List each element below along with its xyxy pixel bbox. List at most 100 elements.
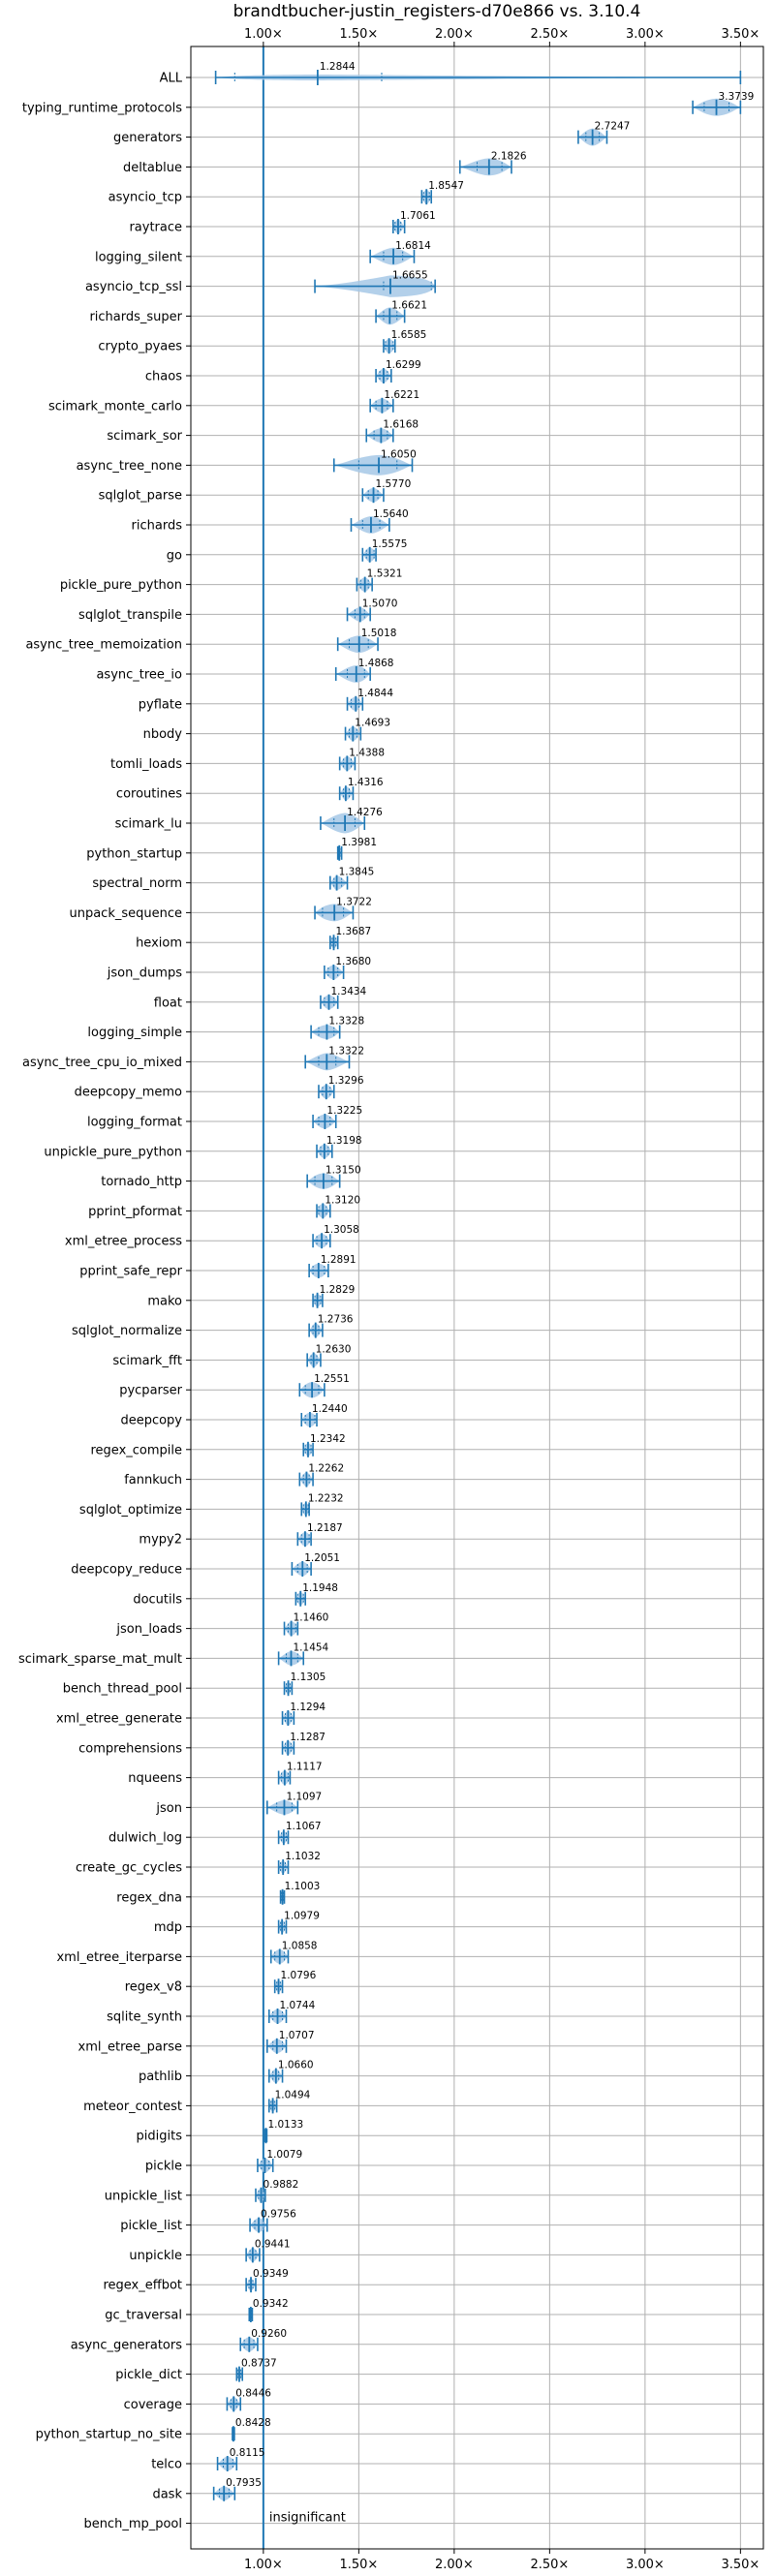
median-value-label: 1.1305 xyxy=(291,1671,326,1683)
category-label: meteor_contest xyxy=(83,2100,182,2114)
violin-group xyxy=(239,2336,259,2352)
category-label: regex_compile xyxy=(90,1443,182,1457)
category-label: coroutines xyxy=(116,787,182,802)
median-value-label: 1.1067 xyxy=(286,1821,322,1832)
median-value-label: 1.1003 xyxy=(285,1881,321,1892)
x-tick-label-top: 3.50× xyxy=(721,27,760,42)
category-label: pickle_list xyxy=(120,2219,182,2233)
category-label: raytrace xyxy=(129,221,182,235)
violin-group xyxy=(277,1650,305,1667)
violin-group xyxy=(369,397,394,414)
violin-group xyxy=(314,904,355,922)
category-label: mako xyxy=(147,1294,182,1308)
x-tick-label-bottom: 3.00× xyxy=(626,2558,665,2572)
category-label: pycparser xyxy=(119,1384,182,1398)
category-label: xml_etree_iterparse xyxy=(56,1950,182,1965)
category-label: ALL xyxy=(160,72,183,86)
category-label: hexiom xyxy=(136,936,182,951)
category-label: json xyxy=(155,1801,182,1816)
category-label: logging_simple xyxy=(87,1026,182,1040)
median-value-label: 1.2342 xyxy=(310,1433,346,1445)
category-label: async_tree_memoization xyxy=(25,638,182,653)
violin-group xyxy=(329,874,349,891)
category-label: scimark_fft xyxy=(112,1354,182,1368)
violin-group xyxy=(308,1263,329,1278)
violin-group xyxy=(383,338,396,354)
median-value-label: 1.1294 xyxy=(290,1702,326,1713)
category-label: unpack_sequence xyxy=(69,906,182,921)
violin-group xyxy=(226,2396,242,2412)
violin-group xyxy=(356,576,373,593)
category-label: async_tree_io xyxy=(96,668,182,683)
violin-group xyxy=(281,1739,295,1756)
category-label: generators xyxy=(113,131,182,145)
violin-group xyxy=(577,128,608,146)
violin-group xyxy=(310,1024,341,1040)
median-value-label: 1.5070 xyxy=(362,598,398,609)
category-label: pickle_pure_python xyxy=(60,578,182,593)
violin-group xyxy=(279,1888,286,1905)
x-tick-label-top: 1.00× xyxy=(244,27,283,42)
category-label: sqlite_synth xyxy=(107,2010,182,2025)
median-value-label: 1.5321 xyxy=(367,568,403,580)
category-label: spectral_norm xyxy=(92,876,182,891)
median-value-label: 1.2891 xyxy=(321,1254,356,1266)
median-value-label: 1.6621 xyxy=(391,299,427,311)
violins xyxy=(212,70,742,2501)
category-label: pickle_dict xyxy=(115,2368,182,2382)
category-label: xml_etree_process xyxy=(65,1235,182,1249)
violin-group xyxy=(294,1590,307,1607)
median-value-label: 1.0660 xyxy=(278,2060,314,2071)
median-value-label: 1.6299 xyxy=(386,359,421,371)
category-label: chaos xyxy=(145,370,182,384)
category-label: fannkuch xyxy=(124,1473,182,1487)
category-label: docutils xyxy=(133,1592,182,1607)
violin-group xyxy=(283,1620,299,1637)
x-axis-ticks: 1.00× 1.00× 1.50× 1.50× 2.00× 2.00× 2.50× 2.50×… xyxy=(244,27,760,2572)
violin-group xyxy=(334,665,371,683)
category-label: python_startup xyxy=(86,846,182,861)
category-label: regex_v8 xyxy=(125,1980,182,1995)
median-value-label: 0.8428 xyxy=(235,2417,271,2429)
category-label: nbody xyxy=(143,727,183,742)
median-value-label: 0.8446 xyxy=(235,2387,271,2399)
category-label: typing_runtime_protocols xyxy=(22,101,182,115)
violin-group xyxy=(296,1531,312,1548)
category-label: dulwich_log xyxy=(108,1831,182,1846)
category-label: pidigits xyxy=(137,2130,183,2144)
category-labels: ALL typing_runtime_protocols generators del… xyxy=(18,72,191,2531)
category-label: pprint_pformat xyxy=(88,1205,182,1219)
violin-group xyxy=(332,454,414,475)
x-tick-label-bottom: 1.50× xyxy=(339,2558,378,2572)
median-value-label: 1.4844 xyxy=(357,688,393,699)
median-value-label: 1.5018 xyxy=(361,628,397,639)
violin-group xyxy=(298,1381,326,1398)
median-value-label: 1.2232 xyxy=(308,1492,344,1504)
category-label: scimark_sor xyxy=(107,429,182,444)
median-value-label: 1.3434 xyxy=(331,986,367,997)
median-value-label: 1.3845 xyxy=(339,867,375,878)
category-label: tornado_http xyxy=(101,1175,182,1189)
median-value-label: 1.6050 xyxy=(381,448,417,460)
violin-group xyxy=(314,275,436,297)
category-label: pickle xyxy=(145,2160,182,2174)
category-label: sqlglot_parse xyxy=(99,489,182,504)
violin-group xyxy=(264,2128,268,2144)
median-value-label: 1.6585 xyxy=(391,329,427,341)
median-value-label: 1.0079 xyxy=(266,2149,302,2161)
insignificant-annotation: insignificant xyxy=(269,2511,346,2526)
median-value-label: 1.4868 xyxy=(358,658,394,669)
median-value-label: 0.9349 xyxy=(253,2268,289,2280)
category-label: async_tree_cpu_io_mixed xyxy=(22,1056,182,1070)
violin-group xyxy=(277,1829,290,1846)
violin-group xyxy=(273,1978,284,1995)
category-label: nqueens xyxy=(128,1771,182,1786)
violin-group xyxy=(248,2307,254,2322)
category-label: unpickle xyxy=(129,2249,182,2263)
violin-group xyxy=(291,1561,312,1577)
median-value-label: 0.9342 xyxy=(253,2298,289,2310)
median-value-label: 1.3058 xyxy=(324,1224,359,1236)
median-value-label: 1.3296 xyxy=(328,1075,364,1087)
category-label: scimark_sparse_mat_mult xyxy=(18,1652,182,1667)
median-value-label: 1.1287 xyxy=(290,1732,326,1743)
